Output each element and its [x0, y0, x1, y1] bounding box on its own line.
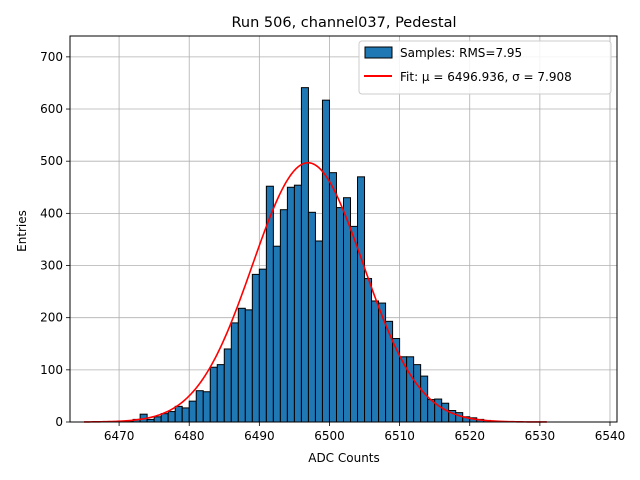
histogram-bar — [153, 416, 162, 423]
x-tick-label: 6500 — [314, 429, 345, 443]
histogram-bar — [406, 356, 415, 423]
histogram-bar — [216, 364, 225, 423]
histogram-bar — [455, 412, 464, 423]
chart-title: Run 506, channel037, Pedestal — [231, 15, 456, 31]
legend-swatch-samples — [364, 46, 393, 59]
x-axis-label: ADC Counts — [308, 451, 380, 465]
legend-label-samples: Samples: RMS=7.95 — [400, 46, 522, 60]
histogram-bar — [441, 402, 450, 423]
histogram-bar — [385, 320, 394, 423]
histogram-bar — [258, 268, 267, 423]
histogram-bar — [272, 245, 281, 423]
histogram-bar — [237, 307, 246, 423]
histogram-bar — [343, 197, 352, 423]
histogram-bar — [420, 375, 429, 423]
x-tick-label: 6480 — [174, 429, 205, 443]
histogram-bars — [125, 87, 499, 423]
histogram-bar — [321, 99, 330, 423]
y-tick-label: 100 — [40, 363, 63, 377]
x-tick-label: 6470 — [104, 429, 135, 443]
histogram-bar — [181, 407, 190, 423]
histogram-bar — [209, 366, 218, 423]
histogram-bar — [434, 398, 443, 423]
histogram-bar — [307, 211, 316, 423]
x-axis-ticks: 6470 6480 6490 6500 6510 6520 6530 6540 — [104, 422, 625, 443]
x-tick-label: 6530 — [525, 429, 556, 443]
histogram-bar — [286, 186, 295, 423]
histogram-bar — [413, 364, 422, 423]
x-tick-label: 6540 — [595, 429, 626, 443]
x-tick-label: 6520 — [454, 429, 485, 443]
histogram-bar — [195, 390, 204, 423]
histogram-bar — [223, 348, 232, 423]
y-tick-label: 300 — [40, 259, 63, 273]
histogram-bar — [335, 207, 345, 423]
fit-curve — [84, 161, 547, 423]
y-tick-label: 200 — [40, 311, 63, 325]
histogram-bar — [314, 240, 323, 423]
y-tick-label: 400 — [40, 206, 63, 220]
histogram-bar — [300, 87, 309, 423]
histogram-bar — [350, 225, 359, 423]
histogram-bar — [371, 300, 380, 423]
histogram-bar — [279, 209, 288, 423]
legend: Samples: RMS=7.95 Fit: μ = 6496.936, σ =… — [358, 40, 612, 95]
y-axis-label: Entries — [15, 210, 29, 252]
y-tick-label: 700 — [40, 50, 63, 64]
histogram-bar — [328, 172, 337, 423]
histogram-bar — [293, 184, 302, 423]
histogram-bar — [364, 278, 373, 423]
histogram-bar — [188, 400, 197, 423]
y-tick-label: 600 — [40, 102, 63, 116]
x-tick-label: 6490 — [244, 429, 275, 443]
legend-label-fit: Fit: μ = 6496.936, σ = 7.908 — [400, 70, 572, 84]
histogram-bar — [202, 391, 211, 423]
histogram-bar — [244, 309, 253, 423]
x-tick-label: 6510 — [384, 429, 415, 443]
histogram-bar — [167, 411, 176, 423]
plot-area-frame — [69, 35, 618, 423]
histogram-bar — [174, 405, 183, 423]
legend-box — [358, 40, 612, 95]
histogram-bar — [230, 322, 239, 423]
y-tick-label: 0 — [55, 415, 63, 429]
histogram-bar — [357, 176, 366, 423]
y-tick-label: 500 — [40, 154, 63, 168]
histogram-bar — [251, 273, 260, 423]
histogram-bar — [392, 338, 401, 423]
histogram-bar — [160, 413, 169, 423]
y-axis-ticks: 0 100 200 300 400 500 600 700 — [40, 50, 70, 429]
